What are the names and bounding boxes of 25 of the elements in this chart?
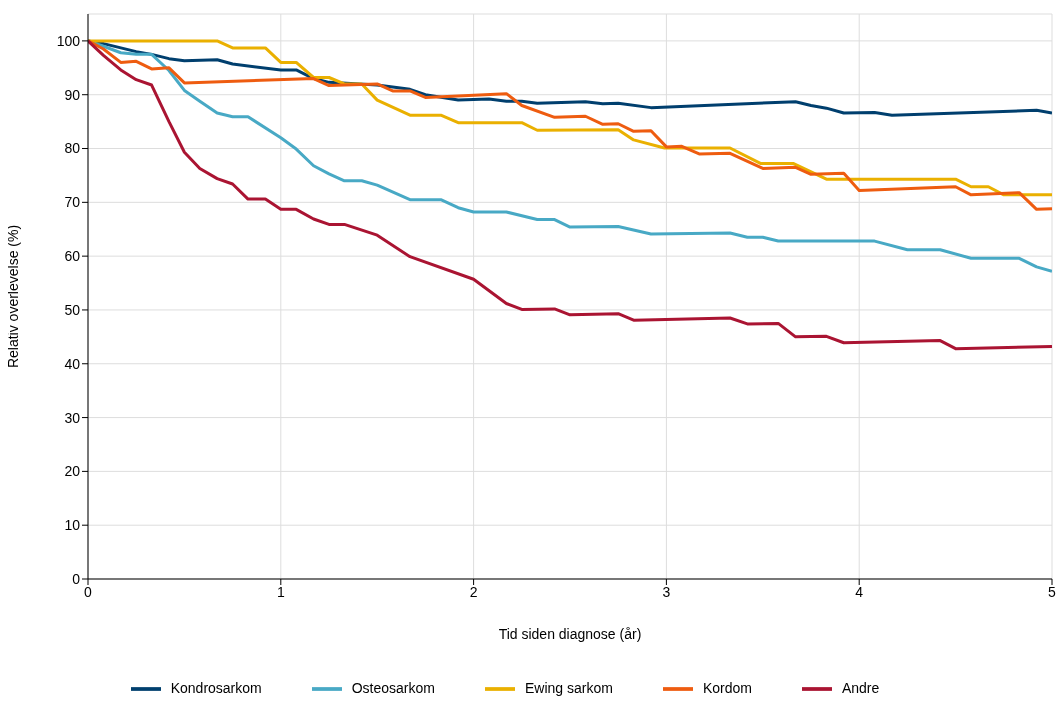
y-tick-label: 40 — [64, 355, 81, 372]
y-tick-label: 20 — [64, 463, 81, 480]
x-tick-label: 0 — [84, 583, 93, 600]
y-axis-title: Relativ overlevelse (%) — [4, 224, 21, 369]
line-series — [88, 39, 1052, 351]
legend-label: Kordom — [702, 679, 752, 696]
y-tick-label: 10 — [64, 517, 81, 534]
y-tick-label: 60 — [64, 248, 81, 265]
legend-label: Osteosarkom — [351, 679, 435, 696]
x-tick-label: 1 — [276, 583, 285, 600]
x-tick-label: 3 — [662, 583, 671, 600]
y-tick-label: 90 — [64, 86, 81, 103]
y-tick-label: 80 — [64, 140, 81, 157]
x-axis-title: Tid siden diagnose (år) — [498, 626, 642, 642]
y-tick-label: 0 — [72, 570, 81, 587]
legend-label: Ewing sarkom — [524, 679, 613, 696]
y-tick-label: 50 — [64, 301, 81, 318]
x-tick-label: 4 — [855, 583, 864, 600]
y-tick-label: 100 — [56, 32, 81, 49]
x-tick-label: 5 — [1048, 583, 1057, 600]
y-tick-label: 30 — [64, 409, 81, 426]
legend-label: Kondrosarkom — [170, 679, 262, 696]
x-tick-label: 2 — [469, 583, 478, 600]
legend-label: Andre — [841, 679, 880, 696]
y-tick-label: 70 — [64, 194, 81, 211]
